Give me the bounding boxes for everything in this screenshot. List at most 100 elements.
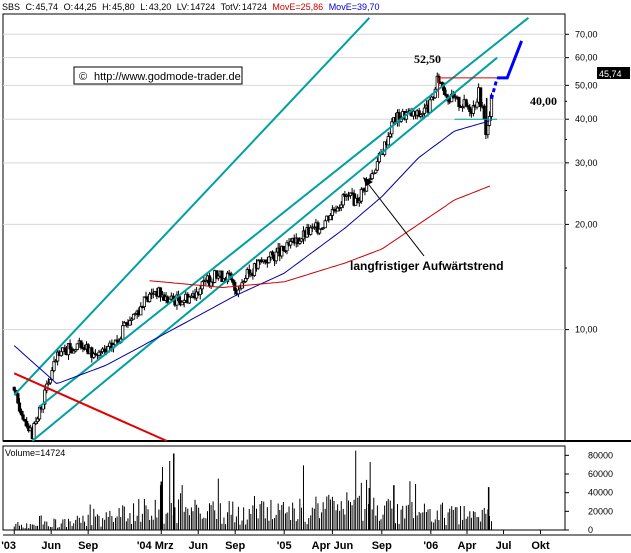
price-axis-label: 60,00 bbox=[575, 53, 598, 63]
price-axis-label: 10,00 bbox=[575, 325, 598, 335]
candle-body bbox=[339, 204, 343, 208]
header-h-value: 45,80 bbox=[112, 2, 135, 12]
candle-body bbox=[317, 228, 322, 234]
header-l-value: 43,20 bbox=[149, 2, 172, 12]
candle-body bbox=[54, 360, 58, 363]
header-o-label: O: bbox=[64, 2, 74, 12]
header-c-label: C: bbox=[26, 2, 35, 12]
candle-body bbox=[140, 306, 144, 309]
volume-axis-label: 60000 bbox=[588, 469, 613, 479]
candle-body bbox=[386, 136, 390, 146]
header-info-line: SBS C:45,74 O:44,25 H:45,80 L:43,20 LV:1… bbox=[2, 2, 379, 12]
volume-axis-label: 40000 bbox=[588, 488, 613, 498]
candle-body bbox=[417, 110, 421, 117]
candle-body bbox=[131, 313, 136, 320]
candle-body bbox=[466, 105, 470, 108]
candle-body bbox=[142, 296, 147, 308]
chart-header: SBS C:45,74 O:44,25 H:45,80 L:43,20 LV:1… bbox=[2, 2, 379, 12]
time-axis-label: Jun bbox=[41, 540, 61, 552]
time-axis-label: Jul bbox=[496, 540, 512, 552]
header-ma2-label: MovE= bbox=[329, 2, 357, 12]
header-lv-label: LV: bbox=[177, 2, 190, 12]
candle-body bbox=[428, 99, 432, 113]
header-totv-value: 14724 bbox=[242, 2, 267, 12]
price-axis: 70,00 60,00 50,00 40,00 30,00 20,00 10,00 bbox=[565, 29, 598, 335]
time-axis-label: '04 Mrz bbox=[137, 540, 174, 552]
time-axis-label: Jun bbox=[188, 540, 208, 552]
candle-body bbox=[370, 173, 374, 180]
header-c-value: 45,74 bbox=[36, 2, 59, 12]
channel-middle-line bbox=[38, 17, 530, 408]
time-axis-label: '05 bbox=[277, 540, 292, 552]
candle-body bbox=[482, 105, 486, 119]
candle-body bbox=[359, 189, 363, 202]
candle-body bbox=[129, 318, 134, 321]
header-symbol: SBS bbox=[2, 2, 20, 12]
candle-body bbox=[375, 161, 379, 171]
annotation-arrow-head bbox=[363, 177, 373, 186]
candle-body bbox=[21, 414, 25, 420]
volume-panel-label: Volume=14724 bbox=[5, 448, 65, 458]
candle-body bbox=[90, 347, 94, 358]
price-axis-label: 40,00 bbox=[575, 114, 598, 124]
candle-body bbox=[336, 207, 340, 212]
price-candles bbox=[12, 72, 494, 443]
candle-body bbox=[59, 351, 63, 357]
candle-body bbox=[128, 320, 132, 326]
candle-body bbox=[12, 386, 16, 391]
volume-axis-label: 80000 bbox=[588, 450, 613, 460]
time-axis-label: Apr bbox=[458, 540, 478, 552]
volume-axis: 80000 60000 40000 20000 0 bbox=[565, 450, 613, 535]
candle-body bbox=[133, 313, 137, 315]
indicator-lines bbox=[13, 17, 530, 442]
candle-body bbox=[274, 251, 278, 262]
time-axis-label: Okt bbox=[531, 540, 550, 552]
header-ma1-label: MovE= bbox=[272, 2, 300, 12]
candle-body bbox=[479, 87, 483, 108]
candle-body bbox=[236, 289, 241, 295]
projection-dash bbox=[490, 77, 499, 100]
candle-body bbox=[372, 172, 376, 175]
candle-body bbox=[457, 96, 461, 107]
annotation-trend-label: langfristiger Aufwärtstrend bbox=[350, 259, 504, 273]
time-axis-label: Apr Jun bbox=[312, 540, 354, 552]
volume-bars bbox=[13, 450, 492, 530]
price-gridlines bbox=[3, 33, 565, 331]
time-axis: '03 Jun Sep '04 Mrz Jun Sep '05 Apr Jun Sep '06 Ap… bbox=[1, 530, 631, 552]
header-h-label: H: bbox=[102, 2, 111, 12]
candle-body bbox=[316, 222, 320, 234]
price-axis-label: 50,00 bbox=[575, 80, 598, 90]
candle-body bbox=[19, 410, 24, 416]
annotation-arrow-line bbox=[365, 180, 425, 257]
candle-body bbox=[247, 269, 251, 274]
candle-body bbox=[444, 94, 448, 97]
candle-body bbox=[68, 343, 72, 350]
candle-body bbox=[225, 272, 230, 283]
candle-body bbox=[52, 361, 56, 372]
candle-body bbox=[309, 227, 313, 235]
candle-body bbox=[242, 281, 246, 284]
header-o-value: 44,25 bbox=[74, 2, 97, 12]
time-axis-label: Sep bbox=[372, 540, 392, 552]
channel-lower-line bbox=[31, 56, 498, 442]
candle-body bbox=[180, 301, 184, 306]
candle-body bbox=[231, 279, 235, 283]
header-ma2-value: 39,70 bbox=[357, 2, 380, 12]
time-axis-label: '06 bbox=[423, 540, 438, 552]
price-axis-label: 20,00 bbox=[575, 219, 598, 229]
ma-slow-line bbox=[149, 185, 491, 289]
candle-body bbox=[139, 306, 143, 316]
candle-body bbox=[468, 106, 472, 112]
candle-body bbox=[244, 278, 248, 282]
candle-body bbox=[368, 178, 372, 181]
price-axis-label: 70,00 bbox=[575, 29, 598, 39]
volume-axis-label: 0 bbox=[588, 525, 593, 535]
time-axis-label: Sep bbox=[78, 540, 98, 552]
volume-axis-label: 20000 bbox=[588, 506, 613, 516]
candle-body bbox=[321, 227, 325, 230]
watermark: © http://www.godmode-trader.de bbox=[73, 66, 243, 85]
candle-body bbox=[56, 351, 60, 362]
candle-body bbox=[299, 238, 304, 242]
candle-body bbox=[43, 389, 47, 405]
candle-body bbox=[377, 152, 382, 163]
